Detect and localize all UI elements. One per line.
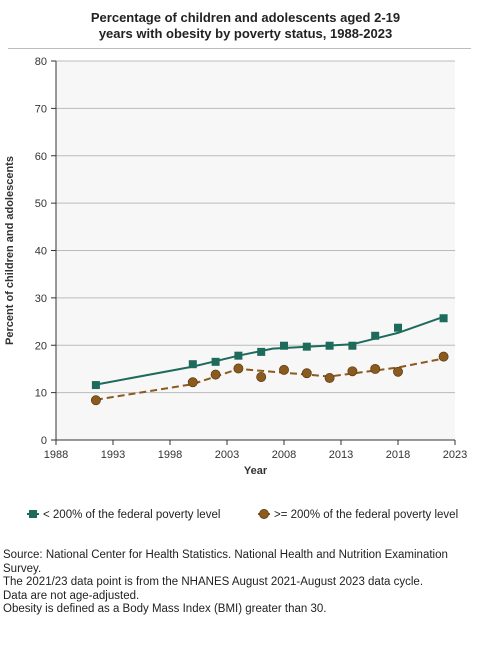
data-point	[233, 363, 244, 374]
y-tick-label: 50	[35, 198, 47, 210]
legend-circle-marker	[259, 509, 269, 519]
x-tick-label: 2023	[443, 449, 467, 461]
data-point	[438, 351, 449, 362]
footnote-source: Source: National Center for Health Stati…	[3, 549, 448, 575]
data-point	[90, 395, 101, 406]
data-point	[256, 372, 267, 382]
legend: < 200% of the federal poverty level >= 20…	[27, 509, 458, 521]
y-tick-label: 20	[35, 340, 47, 352]
y-tick-label: 0	[41, 435, 47, 447]
gridlines	[56, 60, 455, 394]
data-point	[301, 368, 312, 379]
y-tick-label: 30	[35, 293, 47, 305]
series-2	[90, 351, 449, 406]
data-point	[188, 360, 197, 369]
chart-title-line-1: Percentage of children and adolescents a…	[90, 10, 401, 25]
legend-square-marker	[29, 510, 37, 518]
y-axis-title: Percent of children and adolescents	[4, 156, 16, 345]
data-point	[187, 377, 198, 388]
data-point	[302, 342, 311, 351]
y-tick-label: 40	[35, 246, 47, 258]
x-tick-label: 2003	[215, 449, 239, 461]
data-point	[91, 381, 100, 390]
x-tick-label: 1998	[158, 449, 182, 461]
series-1	[91, 314, 448, 390]
data-point	[280, 341, 288, 350]
x-tick-label: 1993	[101, 449, 125, 461]
data-point	[211, 357, 220, 366]
x-axis-title: Year	[244, 465, 268, 477]
obesity-line-chart: 0 10 20 30 40 50 60 70 80 1988 1993 1998 2003 2008 201…	[4, 56, 467, 521]
legend-item-2: >= 200% of the federal poverty level	[258, 509, 458, 521]
y-tick-label: 10	[35, 388, 47, 400]
y-tick-label: 80	[35, 56, 47, 68]
data-point	[370, 363, 381, 374]
chart-title: Percentage of children and adolescents a…	[0, 10, 491, 42]
x-tick-label: 2013	[329, 449, 353, 461]
data-point	[279, 364, 289, 375]
x-tick-label: 2018	[386, 449, 410, 461]
x-tick-label: 2008	[272, 449, 296, 461]
data-point	[347, 366, 358, 377]
legend-label: >= 200% of the federal poverty level	[274, 509, 458, 521]
legend-item-1: < 200% of the federal poverty level	[27, 509, 220, 521]
y-tick-label: 70	[35, 103, 47, 115]
data-point	[257, 347, 266, 356]
chart-title-line-2: years with obesity by poverty status, 19…	[98, 26, 393, 41]
series-layer	[90, 314, 449, 406]
x-tick-label: 1988	[44, 449, 68, 461]
data-point	[394, 323, 402, 332]
y-tick-label: 60	[35, 151, 47, 163]
footnote-definition: Obesity is defined as a Body Mass Index …	[3, 603, 327, 615]
legend-label: < 200% of the federal poverty level	[43, 509, 220, 521]
data-point	[393, 366, 403, 377]
data-point	[234, 351, 243, 360]
footnote-age-adjusted: Data are not age-adjusted.	[3, 589, 140, 602]
data-point	[324, 372, 335, 383]
footnote-data-cycle: The 2021/23 data point is from the NHANE…	[3, 576, 424, 588]
data-point	[439, 314, 448, 323]
data-point	[371, 331, 380, 340]
title-divider	[8, 48, 471, 49]
footnotes: Source: National Center for Health Stati…	[3, 549, 488, 617]
data-point	[325, 341, 334, 350]
data-point	[210, 369, 221, 380]
axis-ticks: 0 10 20 30 40 50 60 70 80 1988 1993 1998 2003 2008 201…	[35, 56, 467, 461]
data-point	[348, 341, 357, 350]
